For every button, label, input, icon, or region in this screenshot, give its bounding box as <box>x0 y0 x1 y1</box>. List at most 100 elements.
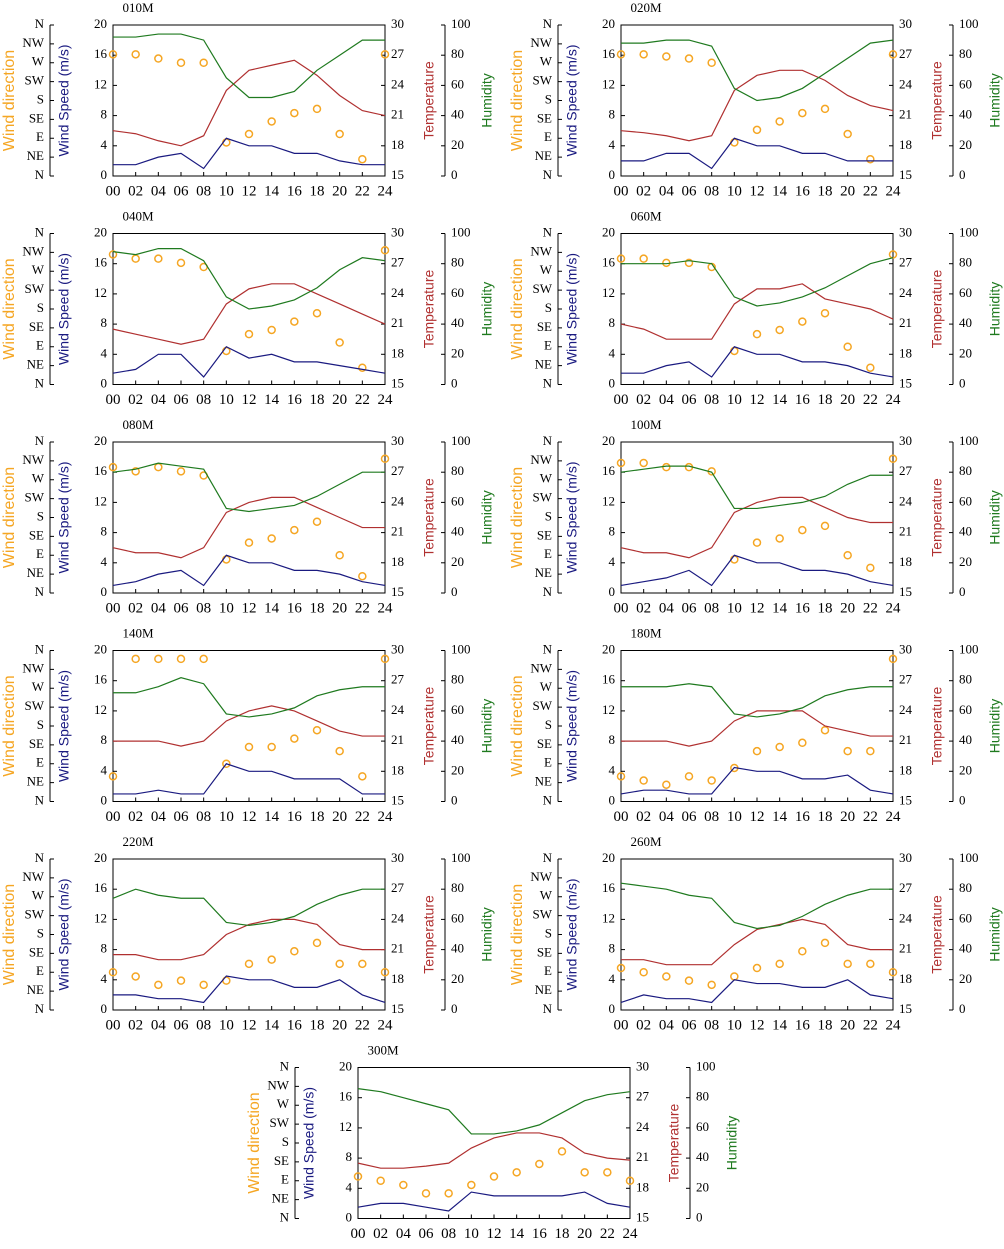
y-tick-label: 0 <box>959 167 966 182</box>
y-tick-label: 20 <box>94 16 107 31</box>
y-tick-label: 30 <box>899 850 912 865</box>
y-tick-label: S <box>37 508 44 523</box>
wind-direction-point <box>798 947 807 956</box>
x-tick-label: 24 <box>886 1017 902 1033</box>
wind-direction-point <box>108 462 118 472</box>
y-tick-label: 40 <box>451 732 464 747</box>
wind-direction-point <box>798 738 807 748</box>
y-tick-label: 12 <box>602 702 615 717</box>
y-tick-label: 30 <box>391 641 404 656</box>
x-tick-label: 06 <box>682 392 698 408</box>
wind-direction-point <box>244 959 254 969</box>
wind-direction-point <box>267 117 276 126</box>
y-tick-label: N <box>35 167 45 182</box>
x-tick-label: 08 <box>196 183 211 199</box>
y-tick-label: 0 <box>959 584 966 599</box>
y-tick-label: 20 <box>451 762 464 777</box>
wind-direction-point <box>358 959 367 969</box>
y-tick-label: 100 <box>451 16 471 31</box>
wind-direction-point <box>820 308 830 318</box>
y-tick-label: 4 <box>609 345 616 360</box>
x-tick-label: 22 <box>355 600 370 616</box>
x-tick-label: 18 <box>818 809 833 825</box>
axis-label: Humidity <box>987 282 1003 336</box>
y-tick-label: 20 <box>959 971 972 986</box>
x-tick-label: 20 <box>332 392 347 408</box>
x-tick-label: 12 <box>242 183 257 199</box>
x-tick-label: 14 <box>264 392 280 408</box>
y-tick-label: N <box>35 584 45 599</box>
panel-title: 140M <box>122 625 154 640</box>
y-tick-label: NE <box>535 357 552 372</box>
x-tick-label: 10 <box>727 392 742 408</box>
y-tick-label: 40 <box>959 524 972 539</box>
y-tick-label: N <box>543 433 553 448</box>
x-tick-label: 16 <box>532 1226 548 1242</box>
x-tick-label: 16 <box>287 1017 303 1033</box>
y-tick-label: NE <box>535 982 552 997</box>
y-tick-label: N <box>35 792 45 807</box>
y-tick-label: 15 <box>899 584 912 599</box>
wind-direction-point <box>616 963 626 973</box>
axis-label: Wind direction <box>509 467 526 568</box>
y-tick-label: 20 <box>94 641 107 656</box>
y-tick-label: 21 <box>391 107 404 122</box>
y-tick-label: 60 <box>959 702 972 717</box>
axis-label: Humidity <box>987 490 1003 544</box>
wind-direction-point <box>662 780 671 789</box>
wind-direction-point <box>199 980 208 990</box>
y-tick-label: E <box>36 963 44 978</box>
y-tick-label: 30 <box>391 433 404 448</box>
x-tick-label: 12 <box>750 809 765 825</box>
wind-direction-point <box>131 654 140 664</box>
wind-direction-point <box>467 1180 476 1190</box>
y-tick-label: W <box>32 471 45 486</box>
x-tick-label: 08 <box>704 183 719 199</box>
wind-direction-point <box>199 58 208 67</box>
wind-direction-point <box>684 772 694 781</box>
series-line <box>357 1088 631 1135</box>
x-tick-label: 08 <box>196 809 211 825</box>
axis-label: Humidity <box>987 907 1003 961</box>
y-tick-label: NW <box>530 243 552 258</box>
axis-label: Wind direction <box>509 884 526 985</box>
series-line <box>621 918 893 966</box>
x-tick-label: 20 <box>332 1017 347 1033</box>
panel-title: 060M <box>630 208 662 223</box>
y-tick-label: 40 <box>451 941 464 956</box>
y-tick-label: SW <box>270 1115 290 1130</box>
y-tick-label: 20 <box>451 554 464 569</box>
y-tick-label: SE <box>537 319 552 334</box>
x-tick-label: 06 <box>174 1017 190 1033</box>
x-tick-label: 20 <box>332 183 347 199</box>
series-line <box>620 554 894 587</box>
x-tick-label: 02 <box>128 392 143 408</box>
y-tick-label: 60 <box>451 910 464 925</box>
axis-label: Humidity <box>479 699 495 753</box>
y-tick-label: 27 <box>899 46 913 61</box>
wind-direction-point <box>798 317 807 326</box>
x-tick-label: 20 <box>840 183 855 199</box>
y-tick-label: 24 <box>391 285 405 300</box>
x-tick-label: 24 <box>378 809 394 825</box>
y-tick-label: 18 <box>636 1179 649 1194</box>
y-tick-label: 100 <box>959 16 979 31</box>
y-tick-label: E <box>544 546 552 561</box>
y-tick-label: 0 <box>101 167 108 182</box>
wind-direction-point <box>358 363 367 372</box>
y-tick-label: 40 <box>451 107 464 122</box>
y-tick-label: S <box>545 717 552 732</box>
y-tick-label: N <box>35 224 45 239</box>
y-tick-label: 21 <box>391 732 404 747</box>
x-tick-label: 18 <box>310 183 325 199</box>
wind-direction-point <box>312 517 322 526</box>
panel-title: 180M <box>630 625 662 640</box>
y-tick-label: NE <box>272 1191 289 1206</box>
y-tick-label: 20 <box>602 433 615 448</box>
y-tick-label: 16 <box>339 1089 353 1104</box>
y-tick-label: N <box>543 792 553 807</box>
y-tick-label: E <box>281 1172 289 1187</box>
y-tick-label: 8 <box>609 524 616 539</box>
